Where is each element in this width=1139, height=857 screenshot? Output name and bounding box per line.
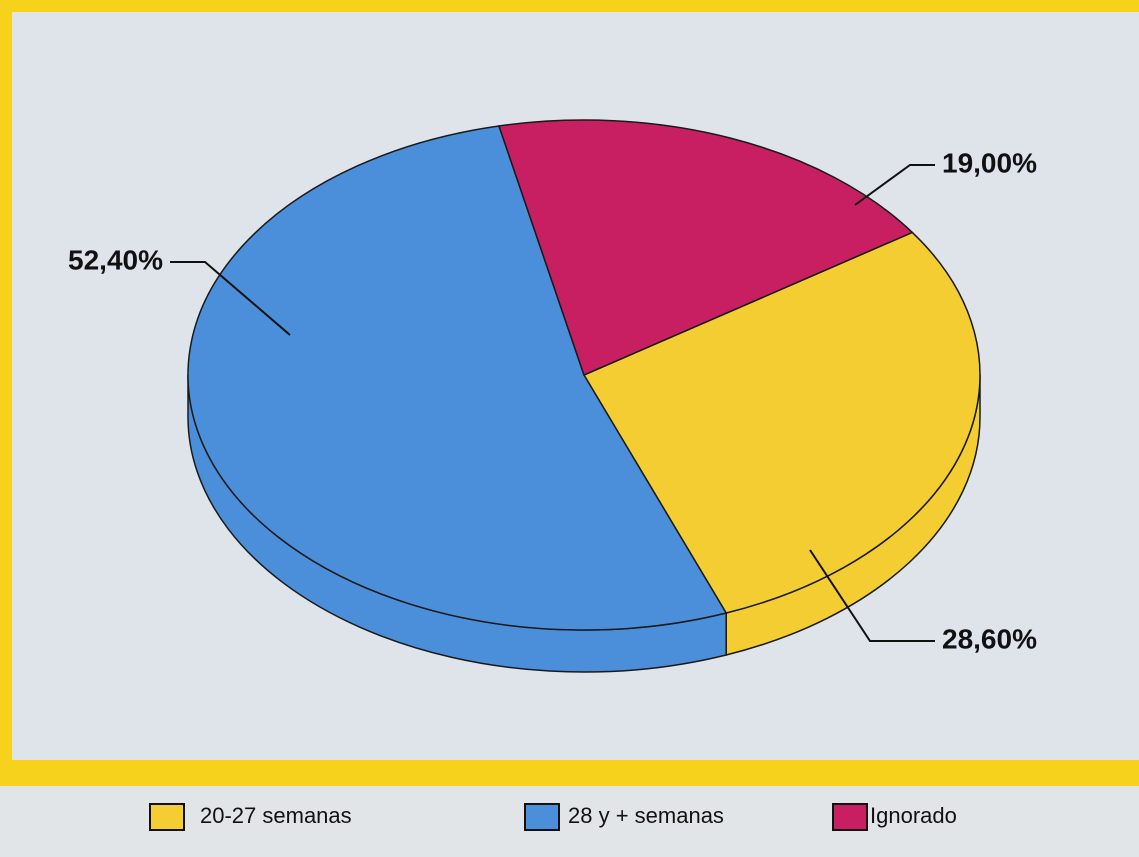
data-label: 28,60% bbox=[942, 623, 1037, 654]
legend-swatch bbox=[832, 803, 868, 831]
leader-line bbox=[854, 164, 935, 206]
pie-labels: 28,60% 52,40% 19,00% bbox=[68, 147, 1037, 654]
legend-label: 20-27 semanas bbox=[200, 803, 352, 828]
slice bbox=[187, 125, 728, 631]
legend-label: Ignorado bbox=[870, 803, 957, 828]
legend: 20-27 semanas 28 y + semanas Ignorado bbox=[149, 803, 957, 831]
slice bbox=[582, 231, 981, 614]
slice bbox=[497, 119, 914, 377]
pie-tops bbox=[187, 119, 981, 631]
legend-panel bbox=[0, 786, 1139, 857]
legend-label: 28 y + semanas bbox=[568, 803, 724, 828]
leader-line bbox=[170, 261, 291, 336]
data-label: 19,00% bbox=[942, 147, 1037, 178]
data-label: 52,40% bbox=[68, 244, 163, 275]
legend-swatch bbox=[524, 803, 560, 831]
leader-line bbox=[809, 549, 935, 642]
legend-swatch bbox=[149, 803, 185, 831]
